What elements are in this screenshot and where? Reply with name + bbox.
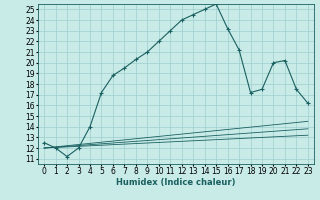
X-axis label: Humidex (Indice chaleur): Humidex (Indice chaleur) <box>116 178 236 187</box>
